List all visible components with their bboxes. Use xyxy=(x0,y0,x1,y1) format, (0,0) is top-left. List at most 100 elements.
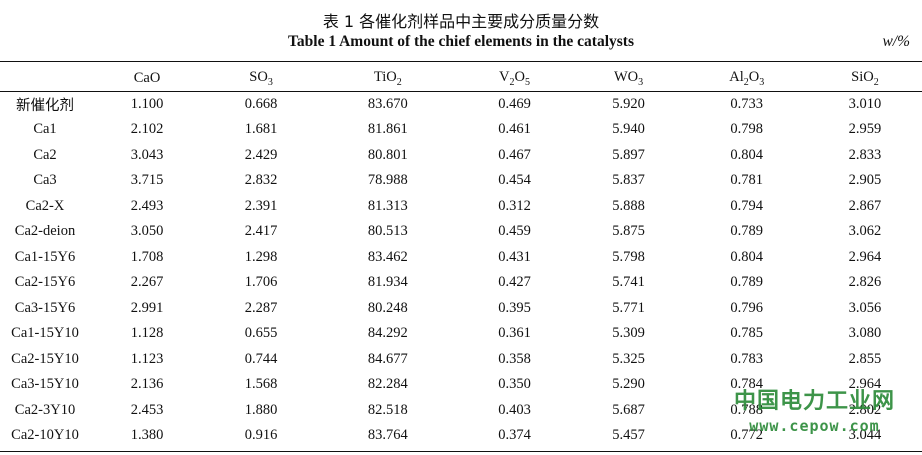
value-cell: 0.668 xyxy=(244,95,278,112)
value-cell: 0.459 xyxy=(498,223,531,240)
value-cell: 83.670 xyxy=(367,95,408,112)
sample-name-cell: Ca2-X xyxy=(25,197,65,214)
value-cell: 2.287 xyxy=(244,299,278,316)
value-cell: 84.292 xyxy=(367,325,408,342)
value-cell: 2.267 xyxy=(130,274,164,291)
sample-name-cell: Ca2-deion xyxy=(14,223,76,240)
value-cell: 0.454 xyxy=(498,172,531,189)
header-row: CaO SO3 TiO2 V2O5 WO3 Al2O3 SiO2 xyxy=(0,66,922,92)
value-cell: 80.513 xyxy=(367,223,408,240)
watermark: 中国电力工业网 www.cepow.com xyxy=(734,383,895,435)
value-cell: 5.897 xyxy=(612,146,645,163)
value-cell: 0.784 xyxy=(730,376,764,393)
value-cell: 5.457 xyxy=(612,427,645,444)
value-cell: 3.050 xyxy=(130,223,164,240)
value-cell: 5.687 xyxy=(612,401,645,418)
sample-name-cell: Ca1 xyxy=(33,121,57,138)
value-cell: 0.789 xyxy=(730,274,764,291)
value-cell: 1.568 xyxy=(244,376,278,393)
header-cell: Al2O3 xyxy=(729,69,765,89)
sample-name-cell: Ca3-15Y10 xyxy=(11,376,79,393)
sample-name-cell: Ca2-3Y10 xyxy=(14,401,76,418)
table-row: 新催化剂 1.100 0.668 83.670 0.469 5.920 0.733 3.010 xyxy=(0,92,922,118)
table-header-rule xyxy=(0,91,922,92)
value-cell: 2.959 xyxy=(848,121,882,138)
value-cell: 1.681 xyxy=(244,121,278,138)
header-cell-sample xyxy=(0,66,90,92)
unit-label: w/% xyxy=(882,33,910,50)
value-cell: 1.128 xyxy=(130,325,164,342)
value-cell: 0.789 xyxy=(730,223,764,240)
table-row: Ca2-deion 3.050 2.417 80.513 0.459 5.875 0.789… xyxy=(0,219,922,245)
value-cell: 3.715 xyxy=(130,172,164,189)
value-cell: 3.043 xyxy=(130,146,164,163)
value-cell: 2.493 xyxy=(130,197,164,214)
header-cell: TiO2 xyxy=(373,69,402,89)
value-cell: 0.350 xyxy=(498,376,531,393)
value-cell: 0.916 xyxy=(244,427,278,444)
value-cell: 0.467 xyxy=(498,146,531,163)
sample-name-cell: Ca1-15Y6 xyxy=(14,248,76,265)
value-cell: 83.462 xyxy=(367,248,408,265)
value-cell: 5.771 xyxy=(612,299,645,316)
watermark-url: www.cepow.com xyxy=(749,417,880,435)
value-cell: 2.136 xyxy=(130,376,164,393)
value-cell: 80.248 xyxy=(367,299,408,316)
value-cell: 3.056 xyxy=(848,299,882,316)
value-cell: 2.429 xyxy=(244,146,278,163)
value-cell: 0.431 xyxy=(498,248,531,265)
value-cell: 0.796 xyxy=(730,299,764,316)
value-cell: 1.706 xyxy=(244,274,278,291)
sample-name-cell: Ca2-15Y10 xyxy=(11,350,79,367)
value-cell: 2.417 xyxy=(244,223,278,240)
value-cell: 3.010 xyxy=(848,95,882,112)
value-cell: 0.374 xyxy=(498,427,531,444)
table-row: Ca2-X 2.493 2.391 81.313 0.312 5.888 0.794 2.86… xyxy=(0,194,922,220)
table-bottom-rule xyxy=(0,451,922,452)
table-caption-en: Table 1 Amount of the chief elements in … xyxy=(287,33,634,50)
value-cell: 83.764 xyxy=(367,427,408,444)
value-cell: 5.920 xyxy=(612,95,645,112)
composition-table: CaO SO3 TiO2 V2O5 WO3 Al2O3 SiO2 新催化剂 1.100 0.66… xyxy=(0,66,922,449)
value-cell: 0.744 xyxy=(244,350,278,367)
table-caption-cn: 表 1 各催化剂样品中主要成分质量分数 xyxy=(322,12,600,31)
header-cell: CaO xyxy=(133,70,161,87)
value-cell: 0.469 xyxy=(498,95,531,112)
value-cell: 78.988 xyxy=(367,172,408,189)
sample-name-cell: Ca1-15Y10 xyxy=(11,325,79,342)
value-cell: 0.772 xyxy=(730,427,764,444)
table-row: Ca2-15Y6 2.267 1.706 81.934 0.427 5.741 0.789 2… xyxy=(0,270,922,296)
header-cell: WO3 xyxy=(613,69,644,89)
table-row: Ca2-10Y10 1.380 0.916 83.764 0.374 5.457 0.772… xyxy=(0,423,922,449)
value-cell: 0.403 xyxy=(498,401,531,418)
sample-name-cell: Ca3-15Y6 xyxy=(14,299,76,316)
value-cell: 80.801 xyxy=(367,146,408,163)
value-cell: 0.461 xyxy=(498,121,531,138)
table-row: Ca2 3.043 2.429 80.801 0.467 5.897 0.804 2.833 xyxy=(0,143,922,169)
value-cell: 5.837 xyxy=(612,172,645,189)
value-cell: 0.395 xyxy=(498,299,531,316)
value-cell: 2.802 xyxy=(848,401,882,418)
value-cell: 1.380 xyxy=(130,427,164,444)
value-cell: 2.991 xyxy=(130,299,164,316)
value-cell: 1.298 xyxy=(244,248,278,265)
value-cell: 0.798 xyxy=(730,121,764,138)
value-cell: 3.080 xyxy=(848,325,882,342)
value-cell: 0.804 xyxy=(730,248,764,265)
value-cell: 5.741 xyxy=(612,274,645,291)
sample-name-cell: Ca2 xyxy=(33,146,57,163)
value-cell: 0.794 xyxy=(730,197,764,214)
value-cell: 81.313 xyxy=(367,197,408,214)
value-cell: 1.880 xyxy=(244,401,278,418)
table-body: 新催化剂 1.100 0.668 83.670 0.469 5.920 0.733 3.010… xyxy=(0,92,922,449)
value-cell: 5.798 xyxy=(612,248,645,265)
value-cell: 0.358 xyxy=(498,350,531,367)
value-cell: 0.427 xyxy=(498,274,531,291)
value-cell: 0.655 xyxy=(244,325,278,342)
value-cell: 0.781 xyxy=(730,172,764,189)
value-cell: 2.391 xyxy=(244,197,278,214)
value-cell: 3.044 xyxy=(848,427,882,444)
value-cell: 2.102 xyxy=(130,121,164,138)
value-cell: 5.309 xyxy=(612,325,645,342)
value-cell: 2.964 xyxy=(848,376,882,393)
